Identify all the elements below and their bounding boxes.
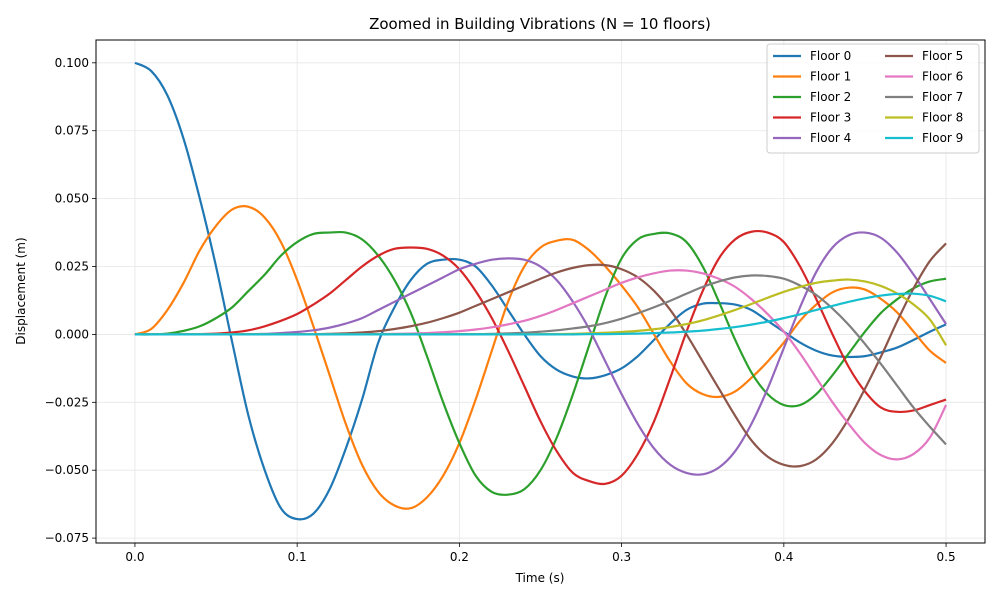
series-line-floor-2 (134, 230, 947, 496)
x-tick-label: 0.5 (937, 550, 956, 564)
legend-label: Floor 9 (922, 131, 963, 145)
legend-box (766, 43, 980, 154)
chart-title: Zoomed in Building Vibrations (N = 10 fl… (369, 15, 711, 33)
series-line-floor-0 (134, 61, 947, 521)
legend-label: Floor 0 (810, 49, 851, 63)
legend-label: Floor 2 (810, 90, 851, 104)
y-tick-label: 0.075 (55, 124, 89, 138)
series-line-floor-9 (134, 292, 947, 336)
legend-label: Floor 8 (922, 111, 963, 125)
x-tick-label: 0.2 (450, 550, 469, 564)
x-tick-label: 0.1 (288, 550, 307, 564)
legend: Floor 0 Floor 1 Floor 2 Floor 3 Floor 4 Floor… (766, 43, 980, 154)
series-line-floor-3 (134, 229, 947, 486)
y-axis: −0.075 −0.050 −0.025 0.000 0.025 0.050 0.075 0.… (45, 56, 96, 545)
x-axis: 0.0 0.1 0.2 0.3 0.4 0.5 (125, 543, 956, 564)
series-line-floor-1 (134, 205, 947, 510)
plot-area-frame (95, 39, 986, 544)
legend-label: Floor 7 (922, 90, 963, 104)
y-tick-label: 0.000 (55, 327, 89, 341)
y-tick-label: −0.075 (45, 531, 89, 545)
y-axis-label: Displacement (m) (14, 237, 28, 344)
x-tick-label: 0.3 (612, 550, 631, 564)
y-tick-label: −0.025 (45, 395, 89, 409)
series-group (134, 61, 948, 521)
x-tick-label: 0.0 (125, 550, 144, 564)
legend-label: Floor 6 (922, 70, 963, 84)
legend-label: Floor 1 (810, 70, 851, 84)
x-tick-label: 0.4 (774, 550, 793, 564)
legend-label: Floor 3 (810, 111, 851, 125)
legend-label: Floor 5 (922, 49, 963, 63)
y-tick-label: −0.050 (45, 463, 89, 477)
legend-label: Floor 4 (810, 131, 851, 145)
y-tick-label: 0.025 (55, 260, 89, 274)
x-axis-label: Time (s) (515, 571, 565, 585)
y-tick-label: 0.050 (55, 192, 89, 206)
y-tick-label: 0.100 (55, 56, 89, 70)
